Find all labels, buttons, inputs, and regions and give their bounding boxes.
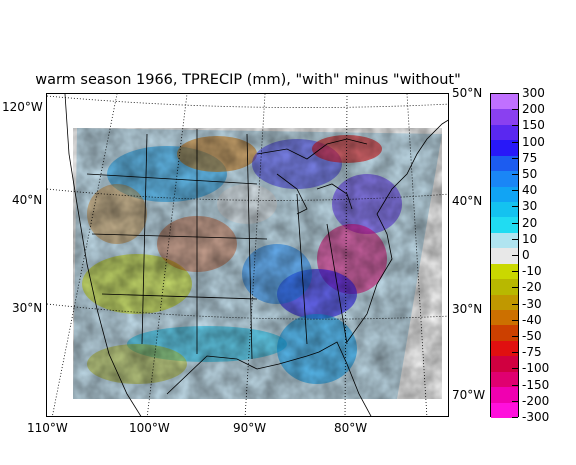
colorbar-tick-label: -100 [522, 361, 550, 376]
precip-field [73, 128, 442, 399]
colorbar-tick-label: 300 [522, 86, 545, 100]
lon-label-left-top: 120°W [2, 100, 43, 114]
colorbar-tick-label: 150 [522, 118, 545, 133]
colorbar-tick-label: 20 [522, 215, 538, 230]
lon-label-110: 110°W [27, 421, 68, 435]
colorbar-tick-mark [512, 157, 518, 159]
colorbar-tick-mark [512, 319, 518, 321]
colorbar-tick-label: -150 [522, 377, 550, 392]
colorbar-segment [491, 124, 518, 141]
colorbar-tick-label: -75 [522, 345, 542, 360]
colorbar-tick-mark [512, 238, 518, 240]
colorbar-segment [491, 232, 518, 249]
lat-label-right-40: 40°N [452, 194, 483, 208]
colorbar-tick-mark [512, 303, 518, 305]
colorbar-tick-label: 40 [522, 183, 538, 198]
map-panel [46, 93, 449, 417]
map-title: warm season 1966, TPRECIP (mm), "with" m… [35, 72, 461, 88]
colorbar-tick-label: 0 [522, 248, 530, 262]
colorbar-segment [491, 263, 518, 280]
colorbar-tick-mark [512, 141, 518, 143]
colorbar-segment [491, 109, 518, 126]
lon-label-80: 80°W [334, 421, 368, 435]
colorbar-segment [491, 217, 518, 234]
colorbar-tick-mark [512, 352, 518, 354]
colorbar-tick-label: 10 [522, 231, 538, 246]
colorbar-tick-label: -50 [522, 329, 542, 343]
colorbar-segment [491, 310, 518, 326]
colorbar-tick-mark [512, 190, 518, 192]
colorbar-segment [491, 155, 518, 172]
colorbar-tick-mark [512, 206, 518, 208]
lon-label-100: 100°W [129, 421, 170, 435]
colorbar-tick-label: -300 [522, 410, 550, 424]
colorbar-tick-label: 200 [522, 102, 545, 117]
colorbar-tick-mark [512, 125, 518, 127]
lat-label-left-40: 40°N [12, 193, 43, 207]
colorbar-tick-label: -10 [522, 264, 542, 279]
colorbar-tick-mark [512, 417, 518, 418]
colorbar-segment [491, 294, 518, 311]
colorbar-segment [491, 387, 518, 404]
colorbar-tick-mark [512, 222, 518, 224]
colorbar-segment [491, 371, 518, 388]
colorbar-segment [491, 402, 518, 419]
coastlines [64, 94, 448, 416]
colorbar-tick-mark [512, 271, 518, 273]
colorbar-segment [491, 171, 518, 188]
colorbar-segment [491, 94, 518, 110]
colorbar-tick-label: -20 [522, 280, 542, 295]
colorbar-segment [491, 202, 518, 218]
colorbar-segment [491, 279, 518, 296]
colorbar-segment [491, 340, 518, 357]
colorbar-tick-label: 100 [522, 134, 545, 149]
colorbar-tick-mark [512, 287, 518, 289]
colorbar-segment [491, 186, 518, 203]
colorbar-tick-label: 50 [522, 167, 538, 181]
colorbar-segment [491, 325, 518, 342]
colorbar-tick-mark [512, 93, 518, 94]
colorbar-segment [491, 356, 518, 373]
lat-label-right-30: 30°N [452, 302, 483, 316]
colorbar-segment [491, 140, 518, 157]
map-svg [47, 94, 448, 416]
lat-label-left-30: 30°N [12, 301, 43, 315]
colorbar-tick-label: 75 [522, 150, 538, 165]
colorbar-tick-mark [512, 109, 518, 111]
colorbar-tick-mark [512, 400, 518, 402]
colorbar-segment [491, 248, 518, 265]
colorbar-tick-label: -200 [522, 393, 550, 408]
colorbar-tick-label: -30 [522, 296, 542, 311]
lat-label-right-50: 50°N [452, 86, 483, 100]
colorbar-tick-mark [512, 255, 518, 256]
colorbar-tick-label: 30 [522, 199, 538, 214]
colorbar-tick-mark [512, 384, 518, 386]
colorbar-tick-mark [512, 174, 518, 175]
colorbar-tick-label: -40 [522, 312, 542, 327]
colorbar [490, 93, 519, 419]
graticule [47, 94, 448, 416]
colorbar-tick-mark [512, 368, 518, 370]
lon-label-right-70: 70°W [452, 388, 486, 402]
lon-label-90: 90°W [233, 421, 267, 435]
colorbar-tick-mark [512, 336, 518, 337]
